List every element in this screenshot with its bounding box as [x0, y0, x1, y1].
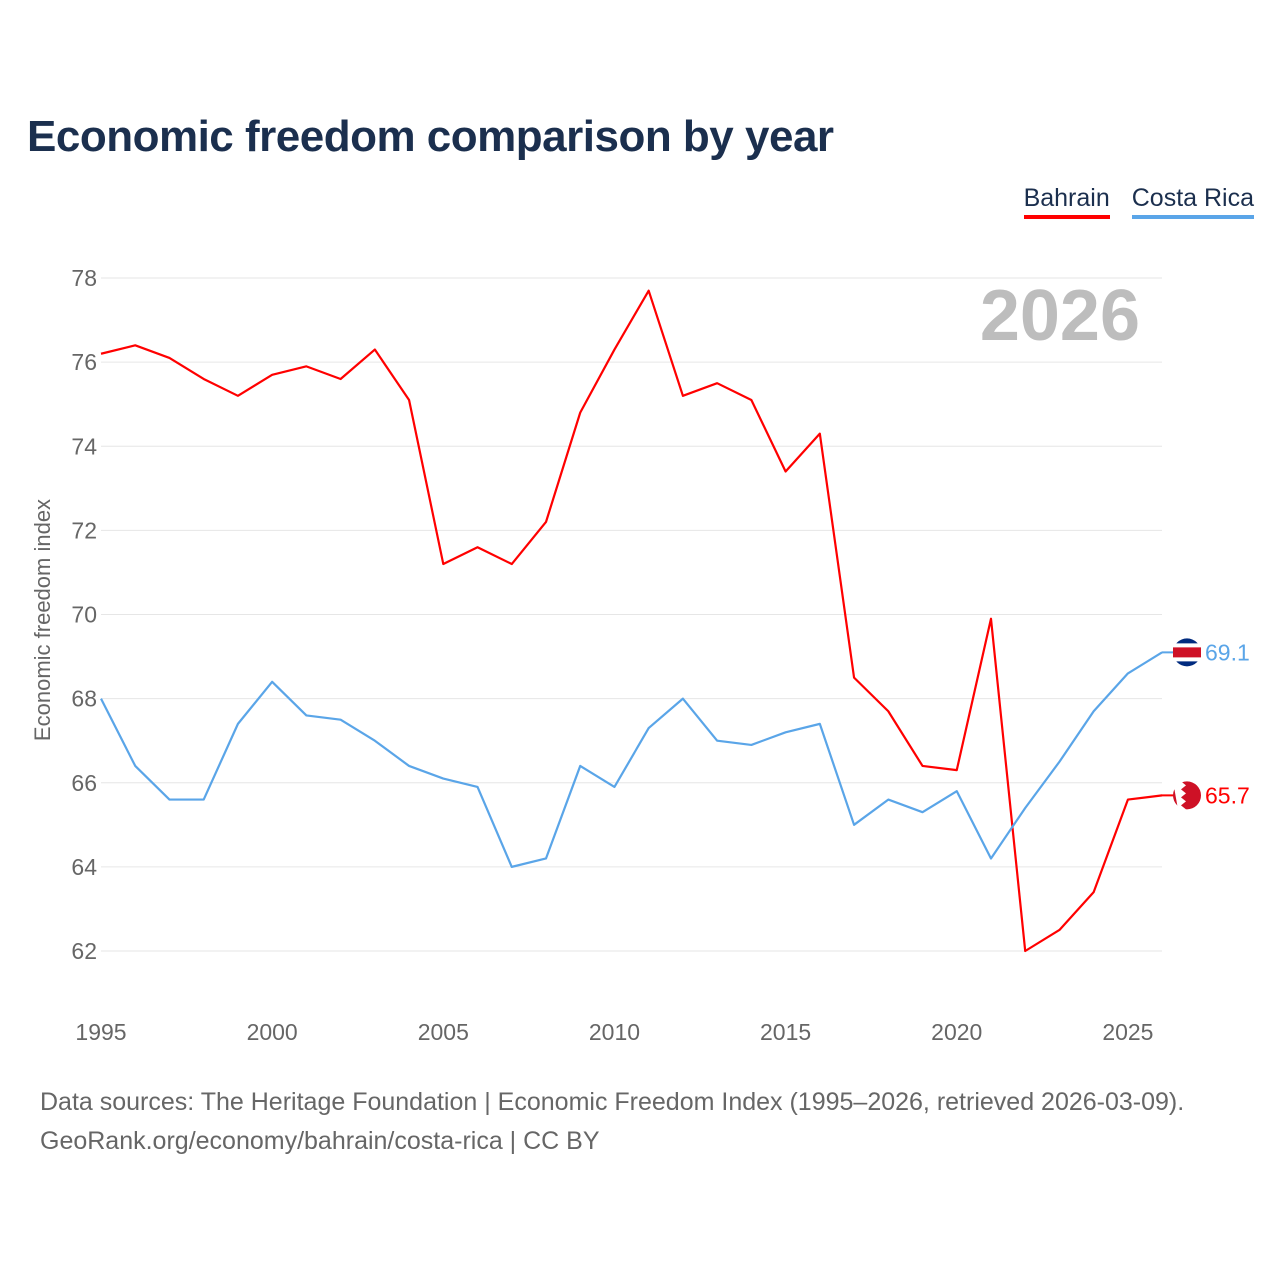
series-line-bahrain	[100, 289, 1163, 953]
y-tick-label: 62	[71, 938, 97, 964]
y-tick-label: 66	[71, 770, 97, 796]
legend-item-costa-rica[interactable]: Costa Rica	[1131, 184, 1254, 219]
y-axis-label: Economic freedom index	[30, 499, 55, 741]
footer-sources: Data sources: The Heritage Foundation | …	[40, 1088, 1185, 1116]
chart-title: Economic freedom comparison by year	[27, 112, 834, 161]
y-tick-label: 74	[71, 433, 97, 459]
x-tick-label: 1995	[75, 1019, 126, 1045]
x-tick-label: 2020	[931, 1019, 982, 1045]
year-watermark: 2026	[980, 276, 1140, 356]
legend: Bahrain Costa Rica	[1023, 184, 1254, 219]
costa-rica-flag-red	[1173, 647, 1201, 658]
y-tick-label: 64	[71, 854, 97, 880]
y-tick-label: 68	[71, 686, 97, 712]
end-value-label: 69.1	[1205, 639, 1250, 665]
end-value-label: 65.7	[1205, 782, 1250, 808]
legend-item-bahrain[interactable]: Bahrain	[1023, 184, 1110, 219]
x-tick-label: 2005	[418, 1019, 469, 1045]
footer-credit: GeoRank.org/economy/bahrain/costa-rica |…	[40, 1127, 600, 1155]
y-tick-label: 78	[71, 265, 97, 291]
series-line-costa-rica	[100, 651, 1163, 868]
x-tick-label: 2000	[247, 1019, 298, 1045]
y-tick-label: 70	[71, 602, 97, 628]
x-tick-label: 2025	[1102, 1019, 1153, 1045]
y-tick-label: 76	[71, 349, 97, 375]
x-tick-label: 2010	[589, 1019, 640, 1045]
bahrain-flag-stripe	[1173, 781, 1186, 810]
y-tick-label: 72	[71, 517, 97, 543]
x-tick-label: 2015	[760, 1019, 811, 1045]
